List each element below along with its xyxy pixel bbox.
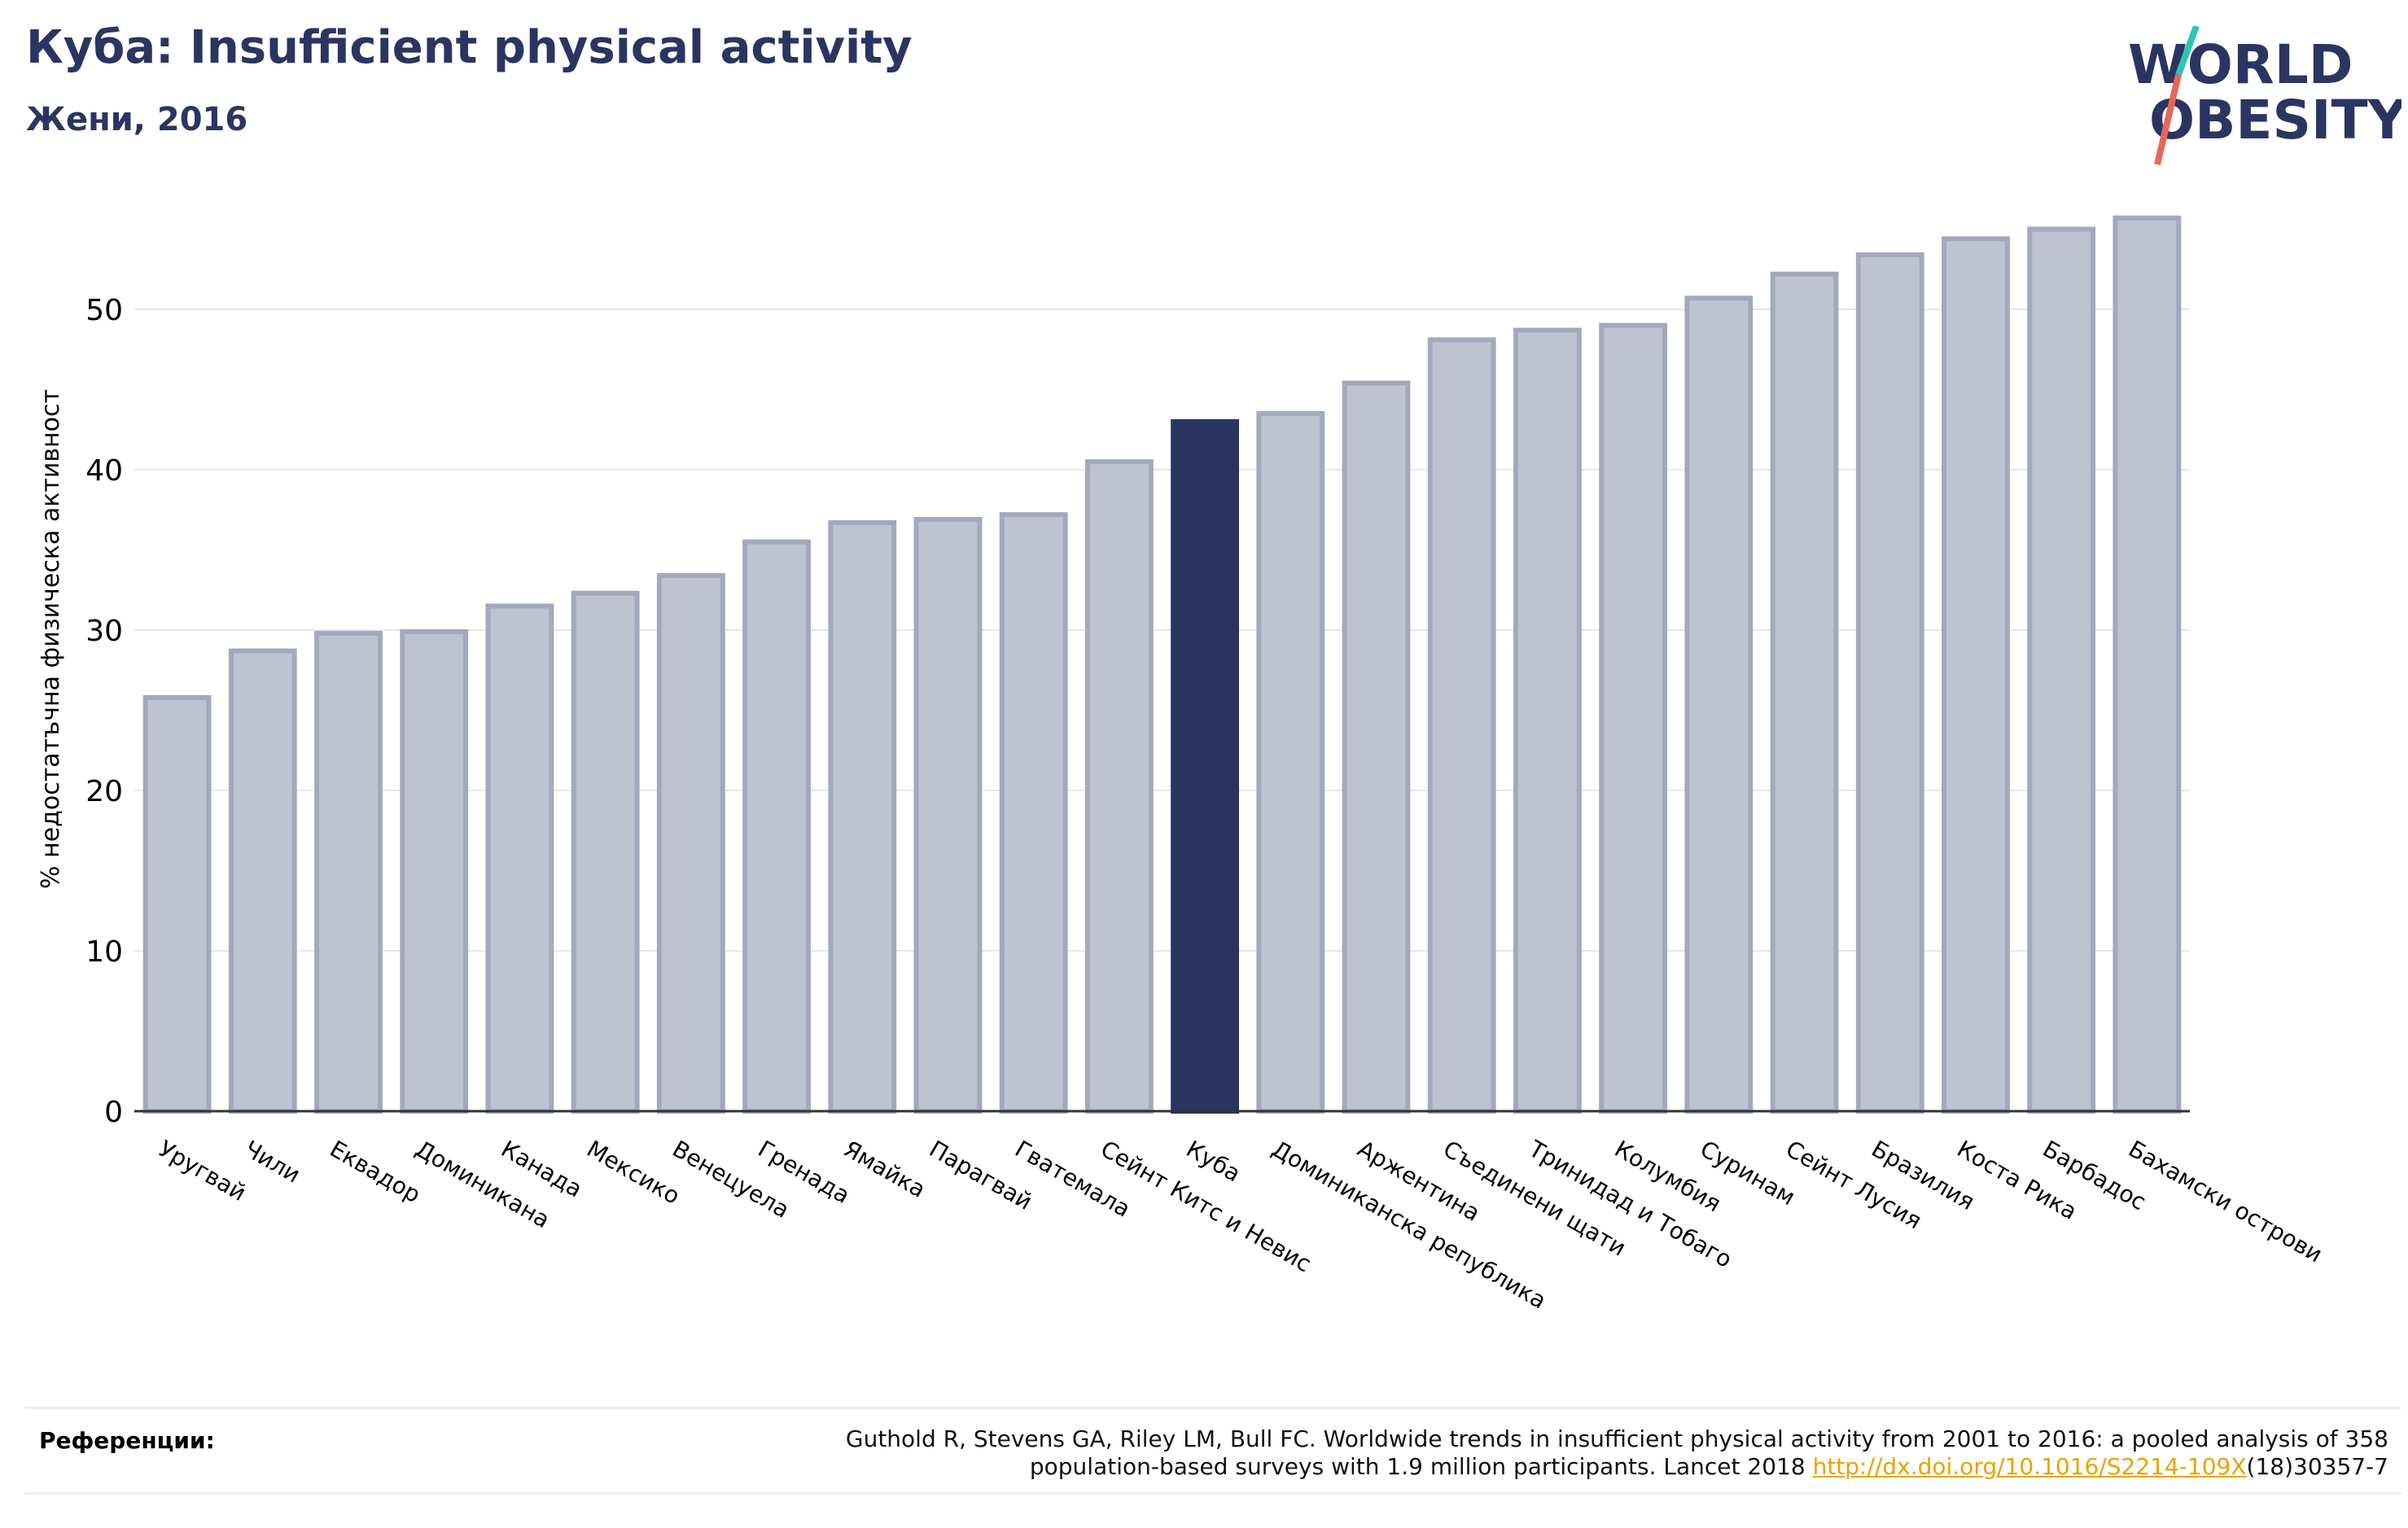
x-tick-label-23: Бахамски острови <box>2124 1135 2327 1267</box>
logo-slash-teal <box>2175 26 2200 77</box>
bar-20 <box>1855 252 1924 1114</box>
bar-1 <box>228 648 297 1114</box>
y-tick-label-0: 0 <box>104 1096 123 1129</box>
bar-0 <box>142 694 212 1114</box>
x-tick-label-12: Куба <box>1182 1135 1246 1187</box>
bar-18 <box>1684 296 1753 1114</box>
bar-2 <box>314 630 383 1114</box>
world-obesity-logo: WORLD OBESITY <box>2128 26 2401 165</box>
chart-title: Куба: Insufficient physical activity <box>26 21 913 74</box>
bar-17 <box>1599 322 1668 1114</box>
y-tick-label-30: 30 <box>85 615 123 648</box>
logo-word-obesity: OBESITY <box>2149 89 2401 151</box>
bar-3 <box>400 628 469 1114</box>
logo-slash-coral <box>2154 74 2182 165</box>
bar-11 <box>1084 459 1154 1114</box>
y-tick-label-40: 40 <box>85 454 123 488</box>
logo-word-world: WORLD <box>2128 33 2353 96</box>
y-tick-label-10: 10 <box>85 935 123 969</box>
bar-12 <box>1171 418 1240 1114</box>
bar-15 <box>1427 337 1496 1114</box>
reference-line-2-suffix: (18)30357-7 <box>2246 1453 2388 1480</box>
bar-9 <box>913 517 983 1114</box>
bar-22 <box>2027 226 2096 1114</box>
bar-21 <box>1942 236 2010 1114</box>
reference-doi-link[interactable]: http://dx.doi.org/10.1016/S2214-109X <box>1812 1453 2247 1480</box>
references-text: Guthold R, Stevens GA, Riley LM, Bull FC… <box>598 1425 2388 1481</box>
bar-23 <box>2112 215 2182 1114</box>
chart-subtitle: Жени, 2016 <box>26 101 248 138</box>
bar-4 <box>485 603 554 1114</box>
reference-line-1: Guthold R, Stevens GA, Riley LM, Bull FC… <box>845 1425 2388 1452</box>
x-tick-label-2: Еквадор <box>326 1135 426 1208</box>
grid-lines <box>134 309 2190 952</box>
bar-8 <box>828 520 897 1114</box>
bar-10 <box>999 512 1068 1114</box>
reference-line-2: population-based surveys with 1.9 millio… <box>598 1453 2388 1481</box>
bar-6 <box>656 573 725 1114</box>
x-tick-label-0: Уругвай <box>154 1135 251 1206</box>
x-tick-label-1: Чили <box>239 1135 304 1188</box>
bar-5 <box>571 590 640 1114</box>
bar-14 <box>1342 380 1411 1114</box>
y-tick-label-50: 50 <box>85 294 123 327</box>
y-axis-label: % недостатъчна физическа активност <box>37 389 65 889</box>
y-tick-label-20: 20 <box>85 775 123 808</box>
bar-7 <box>742 539 811 1114</box>
bar-19 <box>1770 271 1839 1114</box>
x-tick-label-8: Ямайка <box>839 1135 930 1203</box>
x-tick-label-5: Мексико <box>582 1135 685 1210</box>
bars <box>142 215 2182 1114</box>
reference-line-2-prefix: population-based surveys with 1.9 millio… <box>1029 1453 1813 1480</box>
bar-16 <box>1513 327 1582 1114</box>
references-section: Референции: Guthold R, Stevens GA, Riley… <box>24 1407 2401 1495</box>
bar-13 <box>1256 411 1325 1114</box>
references-label: Референции: <box>39 1427 215 1454</box>
